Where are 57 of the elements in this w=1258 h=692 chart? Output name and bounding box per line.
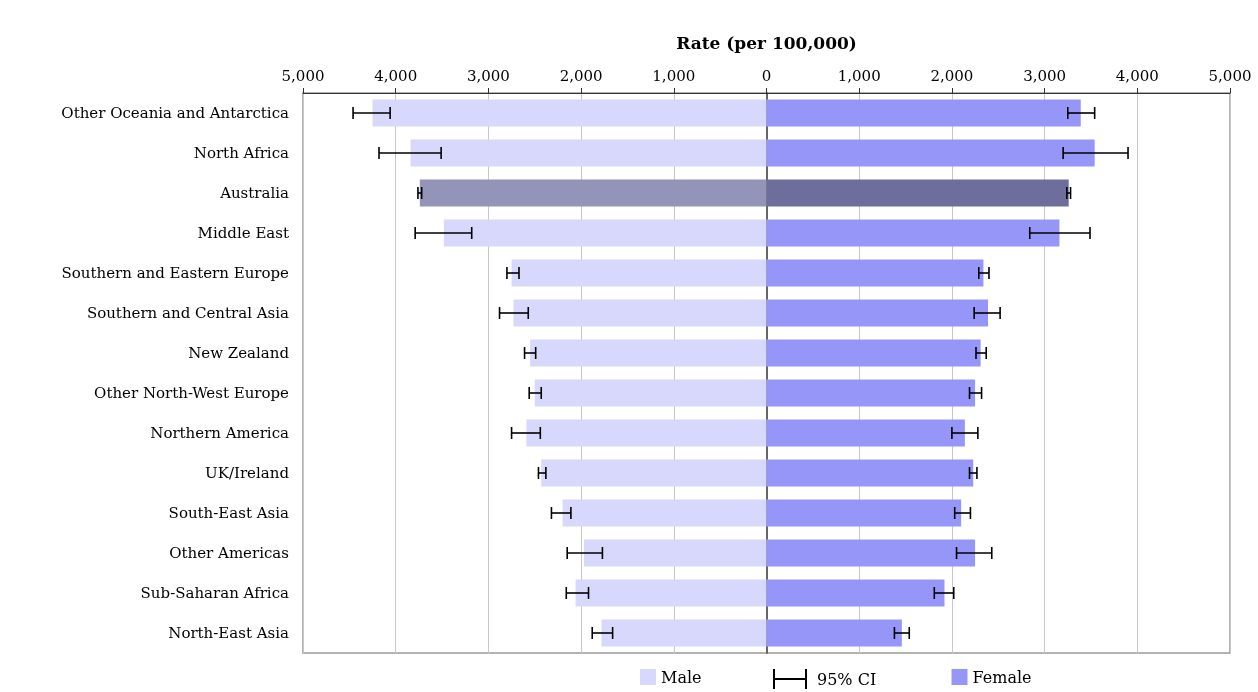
y-tick-label: Other Americas — [169, 544, 289, 562]
bar — [766, 139, 1095, 167]
bar — [372, 99, 767, 127]
bar — [575, 579, 767, 607]
bar — [419, 179, 767, 207]
bar — [766, 219, 1060, 247]
legend-label: Male — [661, 667, 702, 687]
bar — [766, 179, 1069, 207]
bar — [766, 459, 974, 487]
x-tick-label: 2,000 — [559, 66, 603, 85]
bar — [410, 139, 767, 167]
legend-label: Female — [972, 667, 1032, 687]
bar — [766, 299, 989, 327]
y-tick-label: Other Oceania and Antarctica — [61, 104, 290, 122]
bar — [541, 459, 767, 487]
bar — [530, 339, 767, 367]
bar — [766, 339, 981, 367]
bar — [766, 259, 984, 287]
bar — [766, 579, 945, 607]
x-tick-label: 2,000 — [930, 66, 974, 85]
x-tick-label: 5,000 — [1208, 66, 1252, 85]
x-axis-title: Rate (per 100,000) — [676, 32, 857, 53]
y-tick-label: North Africa — [193, 144, 290, 162]
x-tick-label: 5,000 — [281, 66, 325, 85]
y-tick-label: Southern and Eastern Europe — [61, 264, 290, 282]
bar — [534, 379, 767, 407]
x-tick-label: 4,000 — [374, 66, 418, 85]
bar — [583, 539, 767, 567]
x-tick-label: 3,000 — [1023, 66, 1067, 85]
text: 95% CI — [817, 669, 877, 689]
bar — [601, 619, 767, 647]
x-tick-label: 1,000 — [652, 66, 696, 85]
y-tick-label: Southern and Central Asia — [86, 304, 290, 322]
bar — [766, 419, 965, 447]
bar — [511, 259, 767, 287]
bar — [526, 419, 767, 447]
x-tick-label: 3,000 — [466, 66, 510, 85]
bar — [443, 219, 767, 247]
y-tick-label: South-East Asia — [168, 504, 290, 522]
y-tick-label: Middle East — [197, 224, 289, 242]
y-tick-label: UK/Ireland — [205, 464, 290, 482]
bar — [766, 619, 902, 647]
bar — [513, 299, 767, 327]
bar — [766, 379, 976, 407]
y-tick-label: New Zealand — [188, 344, 290, 362]
bar — [766, 99, 1081, 127]
y-tick-label: Other North-West Europe — [94, 384, 290, 402]
bar — [766, 499, 962, 527]
bar — [562, 499, 767, 527]
y-tick-label: North-East Asia — [168, 624, 290, 642]
x-tick-label: 1,000 — [837, 66, 881, 85]
bar — [766, 539, 976, 567]
x-tick-label: 4,000 — [1115, 66, 1159, 85]
y-tick-label: Australia — [219, 184, 290, 202]
x-tick-label: 0 — [761, 66, 772, 85]
y-tick-label: Sub-Saharan Africa — [140, 584, 290, 602]
y-tick-label: Northern America — [150, 424, 290, 442]
